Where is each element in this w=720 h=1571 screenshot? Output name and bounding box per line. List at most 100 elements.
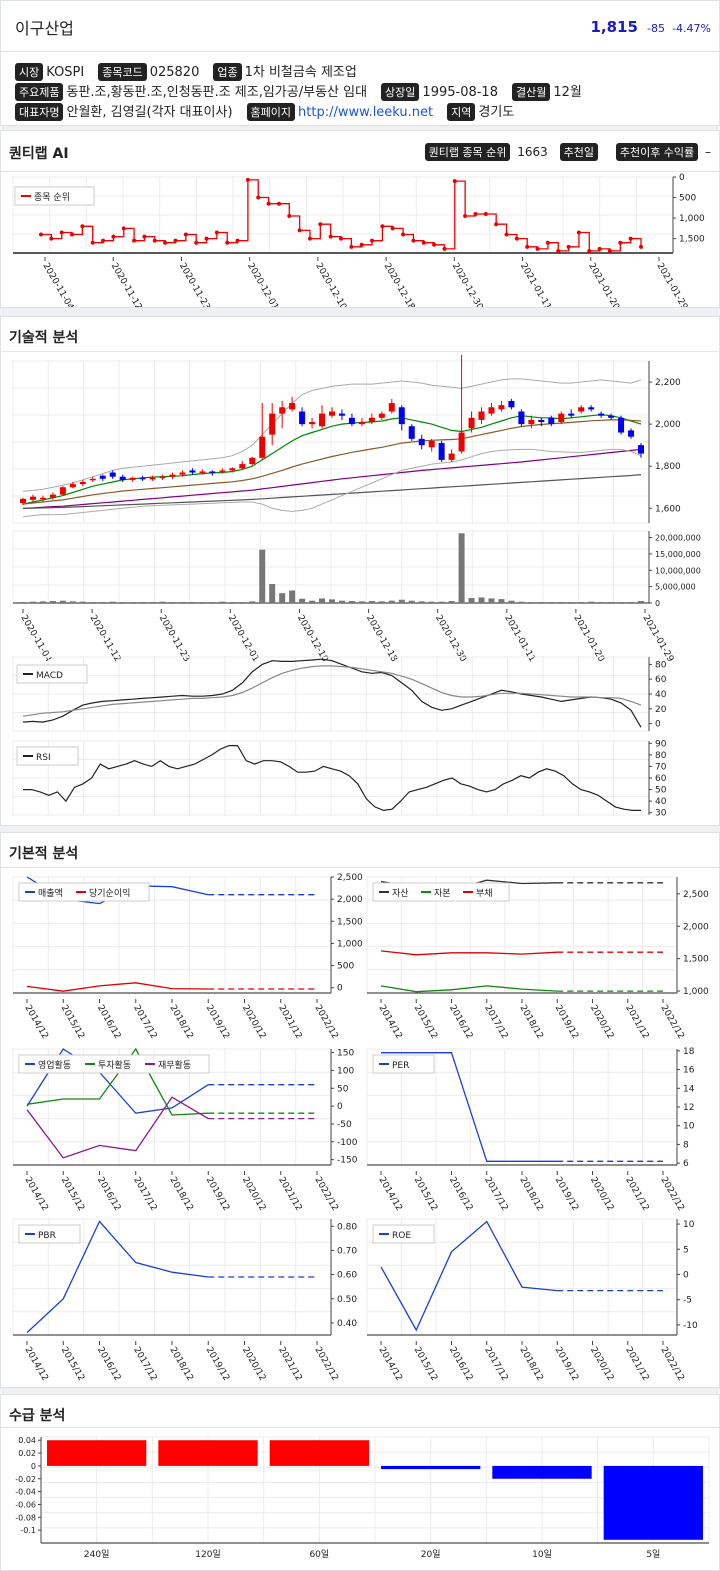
volume-bar — [608, 602, 615, 603]
x-tick-label: 2017/12 — [131, 1176, 158, 1213]
header-divider — [1, 51, 720, 52]
rank-point — [607, 248, 612, 253]
candle-body — [608, 415, 615, 418]
homepage-link[interactable]: http://www.leeku.net — [298, 105, 434, 120]
x-tick-label: 20일 — [421, 1549, 441, 1560]
rank-chart: 0 500 1,000 1,500 2020-11-04 2020-11-12 2020-1… — [12, 173, 705, 308]
fundamental-title: 기본적 분석 — [9, 846, 79, 862]
x-tick-label: 2021-01-29 — [640, 614, 675, 665]
candle-body — [628, 430, 635, 437]
x-tick-label: 2020-12-10 — [313, 262, 348, 308]
y-tick-label: 12 — [683, 1103, 694, 1113]
candle-body — [368, 417, 375, 423]
x-tick-label: 2018/12 — [517, 1176, 544, 1213]
rank-point — [121, 226, 126, 231]
volume-bar — [159, 601, 166, 603]
x-tick-label: 2017/12 — [482, 1176, 509, 1213]
candle-body — [568, 413, 575, 416]
y-tick-label: 60 — [655, 675, 667, 685]
price-box: 1,815 -85 -4.47% — [590, 17, 711, 36]
rank-point — [101, 238, 106, 243]
y-tick-label: -0.06 — [15, 1500, 36, 1509]
candle-body — [249, 457, 256, 465]
candle-body — [538, 419, 545, 423]
quantilab-divider — [1, 171, 720, 172]
volume-bar — [558, 602, 565, 603]
legend-box — [18, 1054, 210, 1074]
volume-bar — [528, 602, 535, 603]
x-tick-label: 2017/12 — [131, 1004, 158, 1041]
rank-point — [214, 230, 219, 235]
candle-body — [388, 403, 395, 412]
candle-body — [149, 477, 156, 480]
volume-bar — [139, 602, 146, 603]
rank-point — [370, 238, 375, 243]
x-tick-label: 2020-12-18 — [382, 262, 417, 308]
legend-label: RSI — [36, 753, 51, 763]
stock-name: 이구산업 — [15, 19, 74, 38]
return-tag: 추천이후 수익률 — [615, 143, 699, 161]
technical-divider — [1, 351, 720, 352]
quantilab-title: 퀀티랩 AI — [9, 146, 69, 162]
y-tick-label: 0 — [679, 173, 685, 183]
candle-body — [99, 475, 106, 479]
rank-point — [514, 236, 519, 241]
y-tick-label: 0 — [655, 599, 660, 608]
candle-body — [418, 438, 425, 446]
moving-average-line — [22, 419, 642, 505]
volume-bar — [229, 602, 236, 603]
x-tick-label: 2019/12 — [553, 1004, 580, 1041]
rank-point — [39, 232, 43, 237]
supply-card: 수급 분석 0.04 0.02 0 -0.02 -0.04 -0.06 -0.08 -0.1 2… — [0, 1394, 720, 1571]
fundamental-line — [380, 1220, 558, 1332]
y-tick-label: 1,000 — [337, 939, 363, 949]
x-tick-label: 2020-12-30 — [433, 614, 468, 665]
candle-body — [209, 471, 216, 473]
rank-point — [442, 246, 447, 251]
rank-point — [328, 234, 333, 239]
volume-bar — [39, 601, 46, 603]
rank-point — [525, 244, 530, 249]
candle-body — [358, 422, 365, 425]
y-tick-label: 0 — [31, 1462, 36, 1471]
supply-title: 수급 분석 — [9, 1408, 66, 1424]
candle-body — [169, 474, 176, 477]
rank-point — [535, 246, 540, 251]
y-tick-label: 0.60 — [337, 1271, 357, 1281]
rank-point — [411, 238, 416, 243]
rank-point — [194, 240, 199, 245]
legend-box — [16, 664, 88, 684]
info-key: 시장 — [15, 63, 44, 81]
legend-label: 매출액 — [38, 887, 63, 899]
rank-value: 1663 — [517, 145, 548, 159]
candle-body — [189, 470, 196, 473]
fundamental-line — [26, 1220, 209, 1334]
rank-point — [597, 246, 602, 251]
rank-point — [245, 177, 250, 182]
x-tick-label: 2014/12 — [22, 1176, 49, 1213]
return-value: – — [705, 145, 711, 159]
supply-bar — [603, 1465, 703, 1540]
quantilab-info: 퀀티랩 종목 순위 1663 추천일 추천이후 수익률 – — [424, 143, 711, 161]
fundamental-line — [381, 1052, 558, 1162]
candle-body — [448, 453, 455, 460]
x-tick-label: 2016/12 — [95, 1004, 122, 1041]
rank-point — [204, 236, 209, 241]
candle-body — [219, 470, 226, 472]
x-tick-label: 2021-01-11 — [502, 614, 537, 664]
candle-body — [438, 443, 445, 460]
x-tick-label: 60일 — [309, 1549, 329, 1560]
x-tick-label: 2020-11-12 — [88, 614, 123, 664]
y-tick-label: 30 — [655, 809, 667, 819]
volume-bar — [129, 602, 136, 603]
y-tick-label: 0 — [683, 1270, 689, 1280]
y-tick-label: 2,000 — [655, 420, 681, 430]
x-tick-label: 2020/12 — [240, 1346, 267, 1383]
legend-label: 종목 순위 — [34, 192, 70, 203]
rank-point — [235, 238, 240, 243]
volume-bar — [628, 602, 635, 603]
candle-body — [79, 481, 86, 485]
candle-body — [548, 417, 555, 425]
volume-bar — [378, 601, 385, 603]
rank-point — [390, 226, 395, 231]
